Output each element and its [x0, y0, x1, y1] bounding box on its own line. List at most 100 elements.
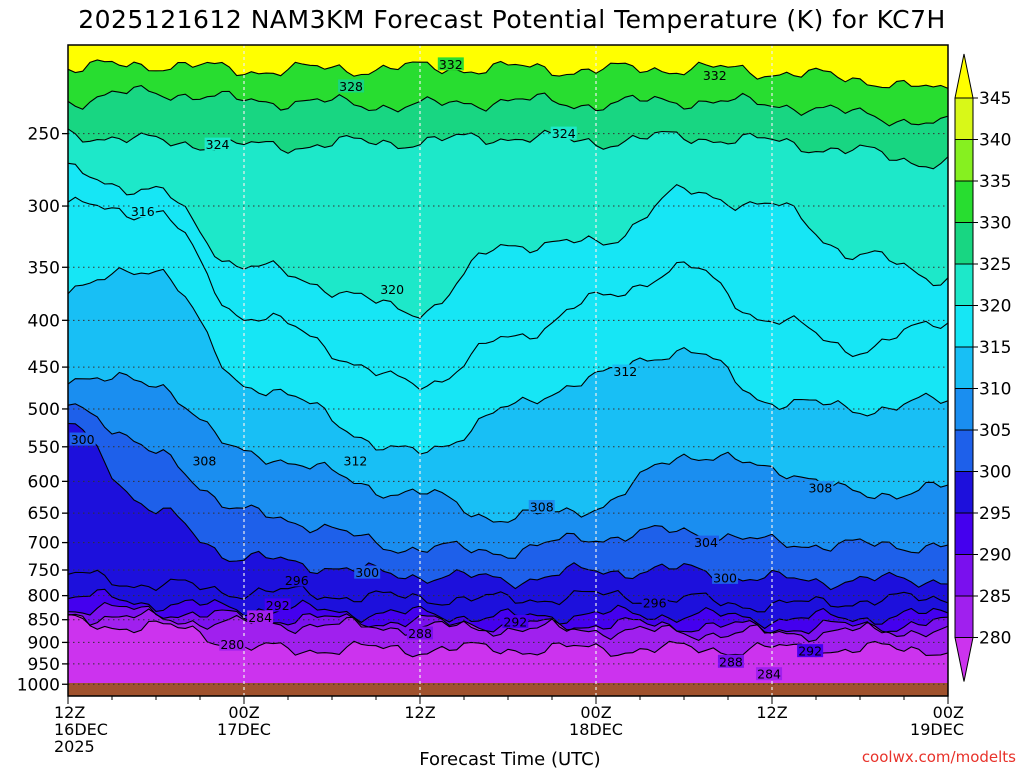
contour-label-bg — [807, 480, 834, 494]
contour-label-text: 288 — [408, 626, 432, 641]
contour-label-bg — [264, 598, 291, 612]
contour-label-text: 324 — [552, 126, 576, 141]
colorbar-swatch — [954, 554, 974, 597]
colorbar-swatch — [954, 429, 974, 472]
contour-label-text: 292 — [798, 644, 822, 659]
y-tick-label: 250 — [28, 125, 60, 145]
colorbar-swatch — [954, 388, 974, 431]
contour-label-text: 316 — [131, 204, 155, 219]
grid — [68, 45, 948, 696]
contour-label-bg — [756, 667, 783, 681]
contour-label: 300 — [69, 432, 96, 447]
colorbar-swatch — [954, 305, 974, 348]
colorbar-label: 330 — [979, 214, 1011, 234]
x-tick-label: 18DEC — [569, 720, 623, 739]
x-tick-label: 00Z — [580, 703, 611, 722]
x-tick-label: 00Z — [228, 703, 259, 722]
contour-label-bg — [379, 282, 406, 296]
colorbar-swatch — [954, 346, 974, 389]
contour-label-bg — [717, 654, 744, 668]
x-tick-label: 19DEC — [910, 720, 964, 739]
contour-label: 308 — [191, 453, 218, 468]
contour-308 — [68, 371, 948, 523]
colorbar-arrow-top — [954, 53, 974, 99]
colorbar-label: 280 — [979, 629, 1011, 649]
contour-label-bg — [204, 137, 231, 151]
contour-label-bg — [701, 68, 728, 82]
contour-label-text: 328 — [339, 79, 363, 94]
contour-292 — [68, 588, 948, 630]
contour-label-bg — [550, 126, 577, 140]
contour-label: 296 — [641, 596, 668, 611]
contour-label-text: 332 — [703, 68, 727, 83]
band-280 — [68, 614, 948, 696]
y-tick-label: 600 — [28, 472, 60, 492]
colorbar-label: 285 — [979, 587, 1011, 607]
contour-332 — [68, 59, 948, 89]
colorbar: 280 285 290 295 300 305 310 315 320 325 330 335 340 3… — [954, 53, 1011, 682]
contour-label-text: 320 — [380, 282, 404, 297]
plot-area: 332 332 328 324 324 316 320 312 308 312 300 308 308 3… — [68, 45, 948, 696]
y-tick-label: 800 — [28, 587, 60, 607]
contour-320 — [68, 162, 948, 319]
contour-label: 288 — [407, 626, 433, 641]
contour-label: 332 — [701, 68, 728, 83]
y-tick-label: 700 — [28, 534, 60, 554]
colorbar-label: 340 — [979, 131, 1011, 151]
y-tick-label: 900 — [28, 633, 60, 653]
y-tick-label: 450 — [28, 358, 60, 378]
x-tick-label: 2025 — [54, 737, 95, 756]
contour-label: 312 — [612, 364, 639, 379]
credit-text: coolwx.com/modelts — [862, 748, 1016, 766]
colorbar-swatch — [954, 97, 974, 140]
contour-label-bg — [342, 453, 369, 467]
contour-label-bg — [407, 626, 433, 640]
contour-label: 316 — [129, 204, 156, 219]
contour-label-text: 312 — [613, 364, 637, 379]
contour-label: 292 — [797, 644, 824, 659]
contour-label-bg — [338, 79, 365, 93]
contour-label: 284 — [756, 667, 783, 682]
colorbar-label: 345 — [979, 89, 1011, 109]
y-tick-label: 850 — [28, 611, 60, 631]
contour-label: 308 — [807, 480, 834, 495]
contour-label-text: 324 — [206, 137, 230, 152]
y-tick-label: 500 — [28, 400, 60, 420]
contour-label: 332 — [437, 57, 464, 72]
y-tick-label: 550 — [28, 438, 60, 458]
colorbar-swatch — [954, 471, 974, 514]
chart-title: 2025121612 NAM3KM Forecast Potential Tem… — [78, 5, 946, 34]
x-tick-label: 12Z — [404, 703, 435, 722]
colorbar-label: 320 — [979, 297, 1011, 317]
contour-label: 280 — [219, 637, 246, 652]
contour-label-bg — [797, 644, 824, 658]
contour-label-text: 296 — [643, 596, 667, 611]
contour-label: 292 — [264, 598, 291, 613]
colorbar-label: 290 — [979, 546, 1011, 566]
y-tick-label: 950 — [28, 655, 60, 675]
y-tick-label: 1000 — [17, 675, 60, 695]
contour-label-text: 308 — [192, 453, 216, 468]
colorbar-swatch — [954, 180, 974, 223]
terrain-ground — [68, 683, 948, 696]
contour-label-bg — [354, 565, 381, 579]
x-tick-label: 12Z — [54, 703, 85, 722]
colorbar-swatch — [954, 595, 974, 638]
contour-label-bg — [129, 204, 156, 218]
contour-296 — [68, 569, 948, 613]
colorbar-label: 325 — [979, 255, 1011, 275]
colorbar-swatch — [954, 222, 974, 265]
colorbar-label: 305 — [979, 421, 1011, 441]
contour-label-bg — [247, 610, 274, 624]
contour-label-text: 284 — [248, 610, 272, 625]
contour-label: 308 — [528, 499, 555, 514]
y-tick-label: 350 — [28, 258, 60, 278]
contour-label-bg — [712, 570, 739, 584]
contour-label-bg — [693, 535, 719, 549]
colorbar-swatch — [954, 512, 974, 555]
y-tick-label: 750 — [28, 561, 60, 581]
contour-label-bg — [502, 615, 529, 629]
contour-label-text: 300 — [713, 570, 737, 585]
